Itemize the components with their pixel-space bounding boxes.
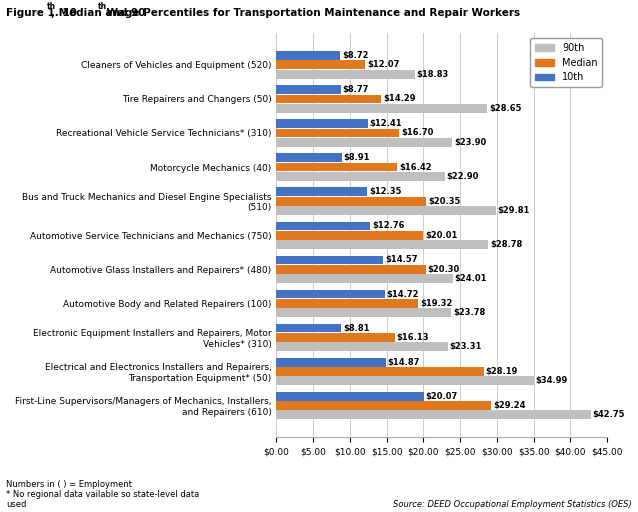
Bar <box>276 51 341 60</box>
Bar <box>276 231 424 240</box>
Bar <box>276 333 395 342</box>
Text: $14.57: $14.57 <box>385 255 418 265</box>
Text: $34.99: $34.99 <box>535 376 568 385</box>
Bar <box>276 104 487 113</box>
Bar <box>276 95 382 103</box>
Bar <box>276 197 426 205</box>
Bar <box>276 60 365 69</box>
Bar <box>276 324 341 332</box>
Text: $28.78: $28.78 <box>490 240 522 249</box>
Bar <box>276 70 415 78</box>
Text: $20.01: $20.01 <box>426 230 457 240</box>
Bar <box>276 367 484 376</box>
Text: $23.31: $23.31 <box>450 342 482 351</box>
Bar <box>276 187 367 196</box>
Text: $20.30: $20.30 <box>427 265 460 273</box>
Bar <box>276 401 491 410</box>
Text: $19.32: $19.32 <box>420 298 452 308</box>
Text: $20.07: $20.07 <box>426 392 458 400</box>
Bar <box>276 342 448 351</box>
Bar <box>276 358 386 367</box>
Bar <box>276 206 496 215</box>
Bar <box>276 376 533 385</box>
Text: $8.91: $8.91 <box>344 154 370 162</box>
Bar <box>276 163 397 172</box>
Text: $23.78: $23.78 <box>453 308 486 317</box>
Text: $14.87: $14.87 <box>387 357 420 367</box>
Bar <box>276 86 341 94</box>
Text: $42.75: $42.75 <box>593 410 625 419</box>
Text: $12.07: $12.07 <box>367 60 399 70</box>
Text: $28.65: $28.65 <box>489 103 521 113</box>
Text: $14.29: $14.29 <box>383 94 416 103</box>
Text: $14.72: $14.72 <box>387 289 419 298</box>
Bar <box>276 138 452 146</box>
Text: Wage Percentiles for Transportation Maintenance and Repair Workers: Wage Percentiles for Transportation Main… <box>103 8 521 18</box>
Text: , Median and 90: , Median and 90 <box>50 8 145 18</box>
Text: th: th <box>98 2 107 11</box>
Text: $12.41: $12.41 <box>369 119 402 129</box>
Text: $16.13: $16.13 <box>397 333 429 342</box>
Text: $12.76: $12.76 <box>372 221 404 230</box>
Text: $24.01: $24.01 <box>455 274 487 283</box>
Text: $22.90: $22.90 <box>447 172 479 181</box>
Text: $8.72: $8.72 <box>343 51 369 60</box>
Text: Source: DEED Occupational Employment Statistics (OES): Source: DEED Occupational Employment Sta… <box>393 500 632 509</box>
Text: $28.19: $28.19 <box>486 367 518 376</box>
Text: Numbers in ( ) = Employment
* No regional data vailable so state-level data
used: Numbers in ( ) = Employment * No regiona… <box>6 480 200 509</box>
Text: $12.35: $12.35 <box>369 187 401 197</box>
Legend: 90th, Median, 10th: 90th, Median, 10th <box>530 38 602 87</box>
Bar <box>276 299 419 308</box>
Bar <box>276 240 488 249</box>
Text: $23.90: $23.90 <box>454 138 486 147</box>
Bar <box>276 392 424 400</box>
Bar <box>276 274 453 283</box>
Bar <box>276 290 385 298</box>
Text: $8.81: $8.81 <box>343 324 369 333</box>
Bar <box>276 255 383 264</box>
Text: $18.83: $18.83 <box>417 70 449 79</box>
Text: $20.35: $20.35 <box>428 197 460 206</box>
Text: $8.77: $8.77 <box>343 86 369 94</box>
Bar <box>276 265 426 273</box>
Text: $16.70: $16.70 <box>401 129 433 138</box>
Text: $29.81: $29.81 <box>498 206 530 215</box>
Text: $16.42: $16.42 <box>399 162 431 172</box>
Text: $29.24: $29.24 <box>493 401 526 410</box>
Text: Figure 1. 10: Figure 1. 10 <box>6 8 77 18</box>
Bar <box>276 172 445 181</box>
Text: th: th <box>47 2 56 11</box>
Bar <box>276 222 370 230</box>
Bar <box>276 154 342 162</box>
Bar <box>276 119 367 128</box>
Bar <box>276 308 451 317</box>
Bar <box>276 129 399 137</box>
Bar <box>276 410 591 419</box>
